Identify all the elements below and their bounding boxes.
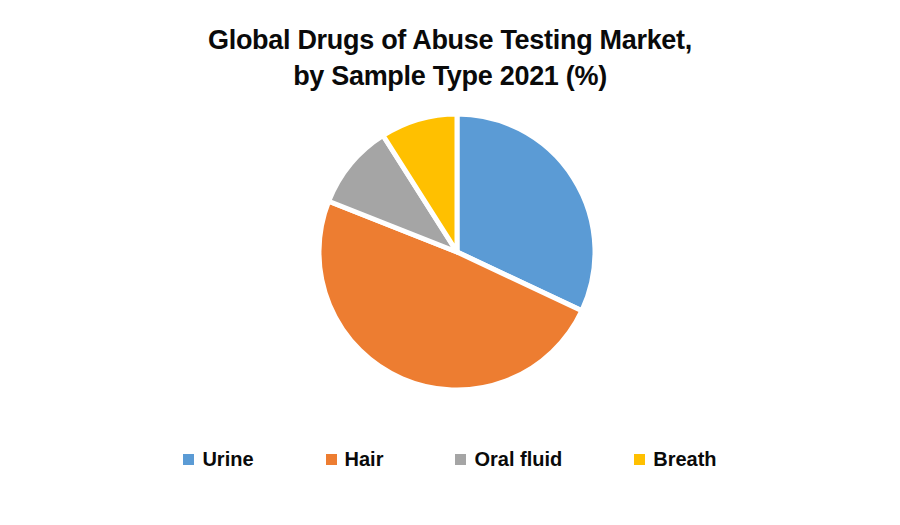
legend-item-breath[interactable]: Breath — [634, 446, 716, 472]
legend-item-urine[interactable]: Urine — [183, 446, 253, 472]
legend-swatch-oral-fluid — [455, 454, 466, 465]
legend-label-urine: Urine — [202, 446, 253, 472]
legend-swatch-urine — [183, 454, 194, 465]
chart-legend: Urine Hair Oral fluid Breath — [0, 446, 900, 472]
legend-item-hair[interactable]: Hair — [326, 446, 384, 472]
legend-item-oral-fluid[interactable]: Oral fluid — [455, 446, 562, 472]
chart-canvas: Global Drugs of Abuse Testing Market, by… — [0, 0, 900, 525]
legend-label-oral-fluid: Oral fluid — [474, 446, 562, 472]
legend-swatch-breath — [634, 454, 645, 465]
legend-swatch-hair — [326, 454, 337, 465]
legend-label-hair: Hair — [345, 446, 384, 472]
legend-label-breath: Breath — [653, 446, 716, 472]
